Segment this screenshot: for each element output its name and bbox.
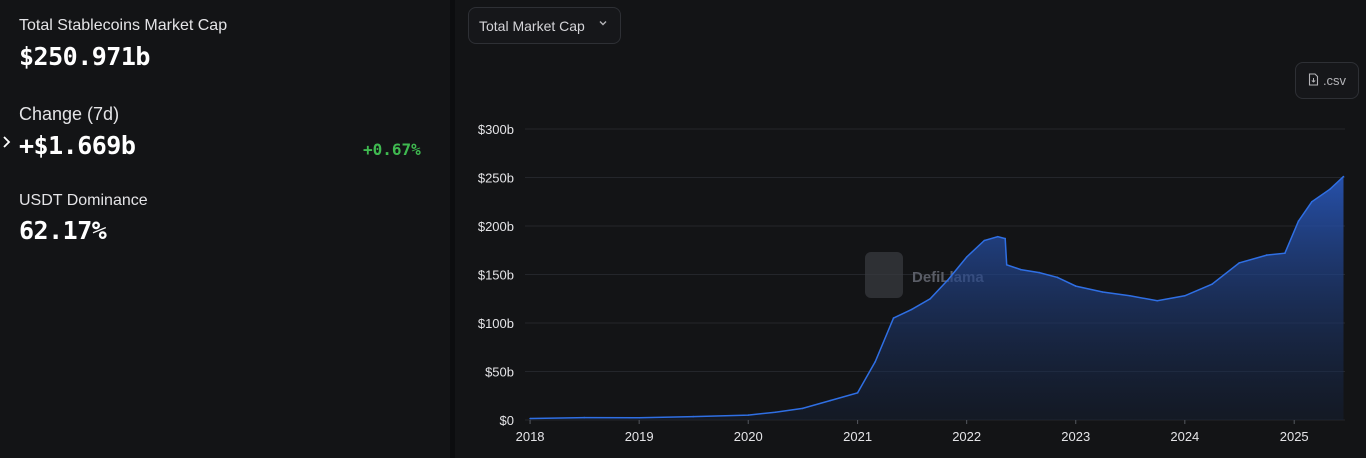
stats-panel: Total Stablecoins Market Cap $250.971b C… — [0, 0, 450, 458]
data-point — [910, 308, 913, 311]
y-tick-label: $50b — [485, 365, 514, 380]
data-point — [874, 361, 876, 363]
x-tick-label: 2019 — [625, 429, 654, 444]
chart-type-select-label: Total Market Cap — [479, 17, 585, 34]
data-point — [1056, 276, 1059, 279]
change-label: Change (7d) — [19, 104, 120, 124]
data-point — [1020, 268, 1022, 271]
data-point — [1129, 295, 1131, 297]
data-point — [1038, 271, 1041, 274]
y-tick-label: $200b — [478, 219, 514, 234]
data-point — [1284, 252, 1286, 254]
y-tick-label: $100b — [478, 316, 514, 331]
chevron-right-icon[interactable] — [2, 133, 12, 154]
data-point — [1329, 188, 1331, 190]
data-point — [1211, 283, 1213, 286]
market-cap-area — [530, 176, 1344, 420]
market-cap-chart: DefiLlama $0$50b$100b$150b$200b$250b$300… — [478, 122, 1345, 444]
y-tick-label: $0 — [500, 413, 514, 428]
data-point — [1156, 299, 1159, 302]
dominance-label: USDT Dominance — [19, 192, 148, 209]
data-point — [638, 417, 640, 419]
y-tick-label: $150b — [478, 268, 514, 283]
data-point — [1075, 285, 1077, 287]
x-tick-label: 2020 — [734, 429, 763, 444]
data-point — [1297, 220, 1300, 222]
data-point — [929, 298, 931, 300]
data-point — [1101, 291, 1104, 293]
download-csv-button[interactable]: .csv — [1295, 62, 1359, 99]
data-point — [529, 417, 531, 420]
chart-panel: Total Market Cap .csv DefiLlama $0 $50b $1… — [455, 0, 1366, 458]
data-point — [583, 416, 585, 419]
chevron-down-icon — [598, 17, 608, 31]
data-point — [1184, 295, 1186, 297]
data-point — [947, 278, 950, 281]
x-tick-label: 2025 — [1280, 429, 1309, 444]
market-cap-value: $250.971b — [19, 42, 150, 71]
panel-divider — [450, 0, 455, 458]
x-tick-label: 2018 — [516, 429, 545, 444]
x-tick-label: 2023 — [1061, 429, 1090, 444]
dominance-value: 62.17% — [19, 216, 107, 245]
x-tick-label: 2021 — [843, 429, 872, 444]
change-value: +$1.669b — [19, 131, 136, 160]
data-point — [1265, 254, 1268, 256]
data-point — [801, 407, 804, 410]
data-point — [1238, 262, 1240, 264]
llama-logo-icon — [865, 252, 903, 298]
data-point — [856, 392, 859, 394]
data-point — [892, 317, 895, 319]
data-point — [692, 415, 694, 418]
data-point — [983, 239, 986, 242]
y-tick-label: $250b — [478, 171, 514, 186]
file-icon — [1308, 72, 1319, 89]
data-point — [1342, 175, 1345, 178]
csv-label: .csv — [1322, 73, 1347, 88]
data-point — [829, 399, 831, 402]
data-point — [1004, 237, 1006, 240]
y-tick-label: $300b — [478, 122, 514, 137]
data-point — [965, 256, 968, 258]
data-point — [1005, 264, 1008, 266]
market-cap-label: Total Stablecoins Market Cap — [19, 17, 228, 34]
change-percent-badge: +0.67% — [363, 140, 421, 159]
chevron-right-icon-svg — [3, 136, 11, 148]
x-tick-label: 2024 — [1170, 429, 1199, 444]
data-point — [1311, 201, 1313, 203]
data-point — [774, 411, 777, 414]
data-point — [747, 414, 749, 416]
data-point — [997, 235, 999, 238]
x-tick-label: 2022 — [952, 429, 981, 444]
chart-type-select[interactable]: Total Market Cap — [468, 7, 621, 44]
